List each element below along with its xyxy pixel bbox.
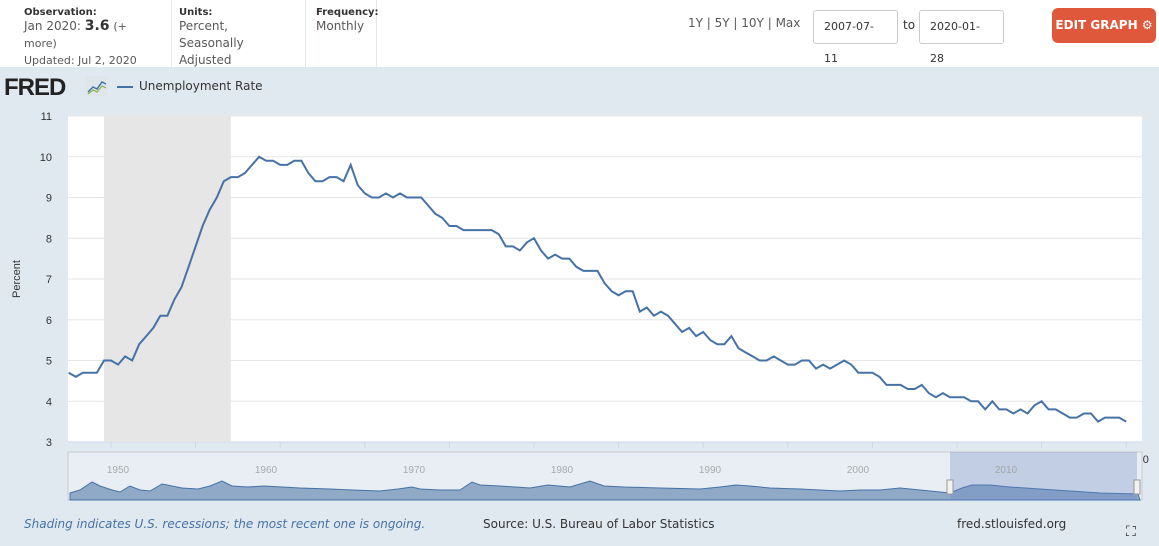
- header-bar: Observation: Jan 2020: 3.6 (+ more) Upda…: [0, 0, 1159, 67]
- to-label: to: [903, 18, 916, 32]
- gear-icon: ⚙: [1141, 18, 1153, 32]
- x-tick-label: Jan 2016: [765, 454, 810, 466]
- range-max[interactable]: Max: [775, 16, 801, 30]
- chart-logo-icon: [86, 76, 108, 96]
- observation-block: Observation: Jan 2020: 3.6 (+ more) Upda…: [14, 0, 172, 67]
- x-tick-label: Jan 2008: [88, 454, 133, 466]
- y-tick-label: 6: [46, 315, 52, 327]
- edit-graph-button[interactable]: EDIT GRAPH ⚙: [1052, 8, 1156, 43]
- y-tick-label: 10: [40, 152, 52, 164]
- x-tick-label: Jan 2017: [850, 454, 895, 466]
- y-tick-label: 4: [46, 396, 52, 408]
- start-date-input[interactable]: 2007-07-11: [813, 10, 898, 65]
- frequency-value: Monthly: [316, 19, 365, 33]
- y-tick-label: 11: [41, 111, 52, 123]
- units-block: Units: Percent, Seasonally Adjusted: [169, 0, 306, 67]
- navigator-selection: [950, 452, 1137, 500]
- source-text[interactable]: Source: U.S. Bureau of Labor Statistics: [483, 517, 715, 531]
- x-tick-label: Jan 2018: [934, 454, 979, 466]
- navigator-year-label: 1970: [403, 465, 426, 476]
- more-link[interactable]: (+ more): [24, 20, 127, 50]
- x-tick-label: Jan 2015: [681, 454, 726, 466]
- updated-date: Updated: Jul 2, 2020: [24, 54, 137, 67]
- navigator-year-label: 2010: [995, 465, 1018, 476]
- units-label: Units:: [179, 7, 213, 18]
- units-value-2: Seasonally Adjusted: [179, 36, 244, 67]
- navigator-right-handle: [1133, 479, 1141, 495]
- recession-shading: [103, 116, 231, 442]
- navigator-left-handle: [946, 479, 954, 495]
- x-tick-label: Jan 2013: [511, 454, 556, 466]
- fullscreen-icon[interactable]: ⛶: [1126, 524, 1136, 540]
- navigator-year-label: 1980: [551, 465, 574, 476]
- range-selector: 1Y | 5Y | 10Y | Max: [688, 16, 801, 30]
- fred-logo[interactable]: FRED: [4, 74, 66, 101]
- navigator-year-label: 1990: [699, 465, 722, 476]
- y-tick-label: 8: [46, 233, 52, 245]
- range-10y[interactable]: 10Y: [741, 16, 764, 30]
- observation-label: Observation:: [24, 7, 97, 18]
- y-tick-label: 7: [46, 274, 52, 286]
- navigator-year-label: 2000: [847, 465, 870, 476]
- y-axis-label: Percent: [11, 260, 23, 298]
- observation-period: Jan 2020:: [24, 19, 81, 33]
- navigator: 1950 1960 1970 1980 1990 2000 2010: [67, 451, 1143, 501]
- navigator-year-label: 1950: [107, 465, 130, 476]
- site-link[interactable]: fred.stlouisfed.org: [957, 517, 1067, 531]
- y-tick-label: 5: [46, 356, 52, 368]
- legend-line-icon: [117, 85, 133, 88]
- navigator-year-label: 1960: [255, 465, 278, 476]
- recession-note: Shading indicates U.S. recessions; the m…: [24, 517, 426, 531]
- edit-graph-label: EDIT GRAPH: [1055, 18, 1138, 32]
- x-tick-label: Jan 2019: [1019, 454, 1064, 466]
- navigator-series: [69, 480, 1141, 501]
- x-tick-label: Jan 2014: [596, 454, 641, 466]
- y-tick-label: 3: [46, 437, 52, 449]
- x-tick-label: Jan 2009: [173, 454, 218, 466]
- x-tick-label: Jan 2011: [343, 454, 387, 466]
- legend-label: Unemployment Rate: [139, 79, 263, 93]
- range-1y[interactable]: 1Y: [688, 16, 703, 30]
- x-tick-label: Jan 2020: [1104, 454, 1149, 466]
- observation-value: 3.6: [84, 18, 110, 34]
- range-5y[interactable]: 5Y: [714, 16, 730, 30]
- plot-area: [68, 116, 1142, 442]
- frequency-block: Frequency: Monthly: [306, 0, 379, 67]
- unemployment-rate-line: [68, 155, 1127, 423]
- x-tick-label: Jan 2010: [258, 454, 303, 466]
- y-tick-label: 9: [46, 193, 52, 205]
- frequency-label: Frequency:: [316, 7, 379, 18]
- legend-item[interactable]: Unemployment Rate: [117, 79, 263, 93]
- x-tick-label: Jan 2012: [427, 454, 472, 466]
- end-date-input[interactable]: 2020-01-28: [919, 10, 1004, 65]
- units-value-1: Percent,: [179, 19, 228, 33]
